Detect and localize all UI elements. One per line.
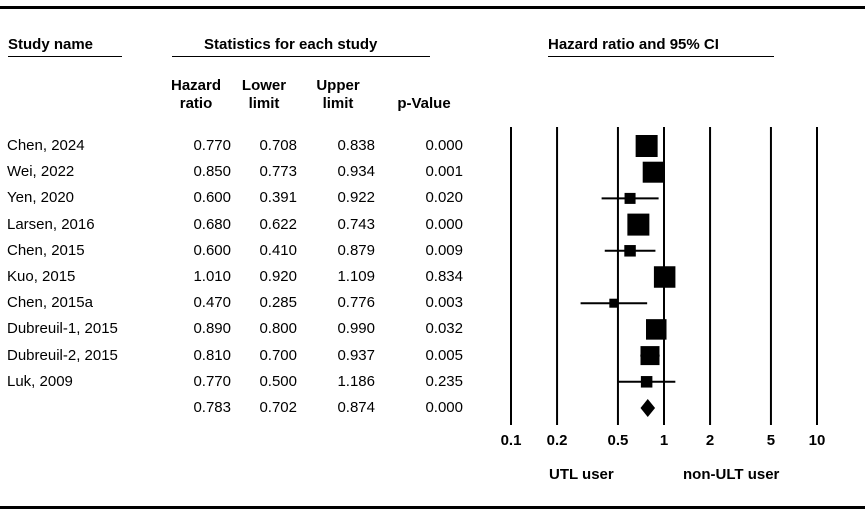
hazard-ratio-header: Hazard ratio [165, 77, 227, 113]
p-value: 0.020 [425, 189, 463, 207]
hr-square [640, 376, 653, 388]
bottom-rule [0, 506, 865, 509]
p-value: 0.000 [425, 215, 463, 233]
x-tick-label: 10 [809, 432, 826, 449]
lower-value: 0.702 [259, 399, 297, 416]
hr-square [642, 161, 664, 183]
study-name: Kuo, 2015 [7, 268, 76, 285]
upper-value: 1.109 [337, 268, 375, 285]
p-value: 0.003 [425, 294, 463, 312]
study-name-underline [8, 56, 122, 57]
study-name: Wei, 2022 [7, 163, 75, 181]
study-name: Chen, 2015 [7, 241, 85, 259]
study-name: Dubreuil-1, 2015 [7, 320, 118, 338]
upper-value: 0.922 [337, 189, 375, 207]
upper-limit-header-line2: limit [322, 95, 354, 112]
x-tick-label: 1 [660, 432, 668, 449]
upper-value: 0.934 [337, 163, 375, 181]
hazard-ratio-header-line1: Hazard [170, 77, 222, 94]
study-name: Chen, 2015a [7, 294, 93, 312]
lower-limit-header-line2: limit [248, 95, 280, 112]
hr-value: 0.890 [193, 320, 231, 338]
study-name: Chen, 2024 [7, 137, 85, 154]
p-value: 0.000 [425, 399, 463, 416]
p-value-header-line2: p-Value [397, 95, 451, 112]
hr-value: 0.810 [193, 346, 231, 364]
statistics-underline [172, 56, 430, 57]
lower-value: 0.708 [259, 137, 297, 154]
upper-value: 0.776 [337, 294, 375, 312]
hr-square [640, 346, 660, 366]
p-value: 0.005 [425, 346, 463, 364]
hr-value: 0.680 [193, 215, 231, 233]
study-name: Dubreuil-2, 2015 [7, 346, 118, 364]
upper-limit-header: Upper limit [307, 77, 369, 113]
upper-value: 0.937 [337, 346, 375, 364]
hr-value: 0.850 [193, 163, 231, 181]
non-ult-user-label: non-ULT user [683, 466, 780, 483]
p-value-header: p-Value [384, 77, 464, 113]
upper-value: 0.879 [337, 241, 375, 259]
top-rule [0, 6, 865, 9]
upper-value: 0.990 [337, 320, 375, 338]
lower-value: 0.773 [259, 163, 297, 181]
p-value: 0.001 [425, 163, 463, 181]
upper-value: 0.874 [337, 399, 375, 416]
p-value: 0.235 [425, 372, 463, 390]
hr-square [624, 245, 636, 257]
hr-value: 0.770 [193, 372, 231, 390]
hr-square [635, 135, 658, 157]
hr-value: 0.470 [193, 294, 231, 312]
summary-diamond [640, 399, 656, 417]
x-tick-label: 0.1 [501, 432, 522, 449]
forest-underline [548, 56, 774, 57]
x-tick-label: 0.5 [608, 432, 629, 449]
study-name: Larsen, 2016 [7, 215, 95, 233]
lower-value: 0.920 [259, 268, 297, 285]
upper-limit-header-line1: Upper [316, 77, 360, 94]
statistics-header: Statistics for each study [204, 36, 378, 53]
lower-value: 0.622 [259, 215, 297, 233]
hr-value: 0.783 [193, 399, 231, 416]
lower-value: 0.800 [259, 320, 297, 338]
x-tick-label: 0.2 [547, 432, 568, 449]
p-value: 0.000 [425, 137, 463, 154]
lower-value: 0.285 [259, 294, 297, 312]
upper-value: 0.743 [337, 215, 375, 233]
lower-value: 0.410 [259, 241, 297, 259]
forest-header: Hazard ratio and 95% CI [548, 36, 719, 53]
x-tick-label: 2 [706, 432, 714, 449]
hr-square [627, 213, 650, 236]
lower-limit-header-line1: Lower [241, 77, 287, 94]
p-value: 0.834 [425, 268, 463, 285]
lower-limit-header: Lower limit [233, 77, 295, 113]
hr-square [646, 319, 667, 340]
hr-value: 0.600 [193, 241, 231, 259]
study-name: Luk, 2009 [7, 372, 73, 390]
hr-square [609, 298, 619, 308]
p-value: 0.009 [425, 241, 463, 259]
hr-value: 1.010 [193, 268, 231, 285]
study-name-header: Study name [8, 36, 94, 53]
upper-value: 0.838 [337, 137, 375, 154]
hr-value: 0.600 [193, 189, 231, 207]
hr-value: 0.770 [193, 137, 231, 154]
lower-value: 0.391 [259, 189, 297, 207]
hr-square [653, 266, 676, 288]
upper-value: 1.186 [337, 372, 375, 390]
p-value: 0.032 [425, 320, 463, 338]
hazard-ratio-header-line2: ratio [179, 95, 213, 112]
lower-value: 0.500 [259, 372, 297, 390]
study-name: Yen, 2020 [7, 189, 75, 207]
hr-square [624, 192, 636, 204]
x-tick-label: 5 [767, 432, 775, 449]
utl-user-label: UTL user [549, 466, 614, 483]
lower-value: 0.700 [259, 346, 297, 364]
